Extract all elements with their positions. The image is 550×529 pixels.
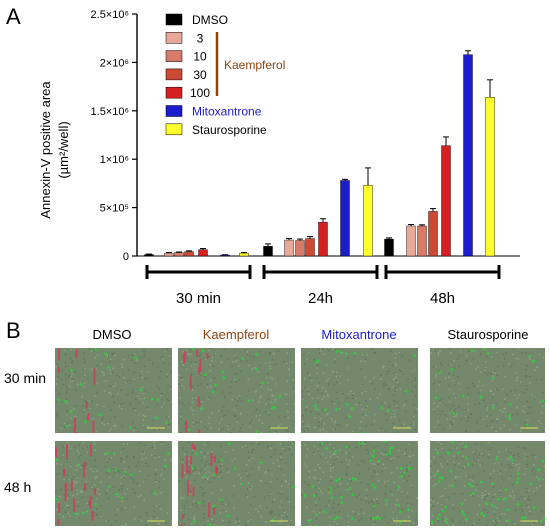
bar	[164, 252, 174, 257]
bar	[340, 180, 350, 257]
bar	[239, 252, 249, 257]
bar	[417, 225, 427, 257]
micrograph-image	[301, 441, 418, 526]
legend-label: Mitoxantrone	[192, 105, 262, 119]
legend-label: 10	[193, 50, 207, 64]
bar	[198, 249, 208, 257]
group-label: 30 min	[176, 290, 221, 307]
kaempferol-label: Kaempferol	[224, 58, 285, 72]
panel-a-letter: A	[6, 4, 21, 29]
bar	[441, 145, 451, 257]
group-brackets: 30 min 24h 48h	[145, 265, 501, 307]
bar	[295, 240, 305, 257]
bar	[428, 211, 438, 257]
legend-label: 3	[197, 31, 204, 45]
micrograph-image	[55, 441, 172, 526]
bar	[184, 251, 194, 257]
micrograph-column-label: DMSO	[92, 327, 132, 342]
bar	[485, 97, 495, 257]
annexin-bar-chart: A Annexin-V positive area (µm²/well) 0 5×…	[6, 4, 520, 307]
axes: 0 5×10⁵ 1×10⁶ 1.5×10⁶ 2×10⁶ 2.5×10⁶	[91, 9, 520, 263]
micrograph-column-label: Staurosporine	[447, 327, 529, 342]
legend-swatch	[165, 50, 183, 62]
bar	[406, 225, 416, 257]
legend-swatch	[165, 68, 183, 81]
legend-label: Staurosporine	[192, 123, 267, 137]
y-axis-label-line2: (µm²/well)	[56, 121, 71, 178]
y-tick-label: 0	[123, 251, 129, 263]
y-tick-label: 1.5×10⁶	[91, 106, 129, 118]
bar	[363, 185, 373, 257]
bar	[284, 239, 294, 257]
micrograph-image	[430, 348, 545, 433]
micrograph-image	[55, 348, 172, 433]
micrograph-row-label: 30 min	[4, 370, 47, 386]
legend-label: 30	[193, 68, 207, 82]
micrograph-image	[178, 441, 295, 526]
group-label: 48h	[430, 290, 455, 307]
micrograph-image	[178, 348, 295, 433]
bar	[318, 221, 328, 257]
bar	[305, 238, 315, 257]
legend-label: DMSO	[192, 13, 228, 27]
micrograph-row-label: 48 h	[4, 479, 32, 495]
legend-swatch	[165, 13, 183, 26]
group-label: 24h	[308, 290, 333, 307]
micrograph-image	[430, 441, 545, 526]
legend-swatch	[165, 32, 183, 44]
legend-swatch	[165, 86, 183, 99]
micrograph-column-label: Kaempferol	[202, 327, 270, 342]
legend-swatch	[165, 123, 183, 136]
y-tick-label: 5×10⁵	[100, 203, 129, 215]
y-tick-label: 1×10⁶	[100, 154, 129, 166]
bar	[384, 238, 394, 257]
bars	[144, 50, 495, 257]
panel-b-letter: B	[6, 318, 21, 343]
y-axis-label-line1: Annexin-V positive area	[38, 81, 53, 219]
y-tick-label: 2×10⁶	[100, 57, 129, 69]
micrograph-column-label: Mitoxantrone	[321, 327, 397, 342]
y-tick-label: 2.5×10⁶	[91, 9, 129, 21]
bar	[174, 252, 184, 257]
legend-label: 100	[190, 86, 210, 100]
bar	[263, 246, 273, 257]
legend: DMSO 3 10 30 100 Mitoxantrone Staurosporine Kae…	[165, 13, 285, 137]
legend-swatch	[165, 105, 183, 117]
bar	[144, 254, 154, 257]
bar	[463, 54, 473, 257]
micrograph-image	[301, 348, 418, 433]
